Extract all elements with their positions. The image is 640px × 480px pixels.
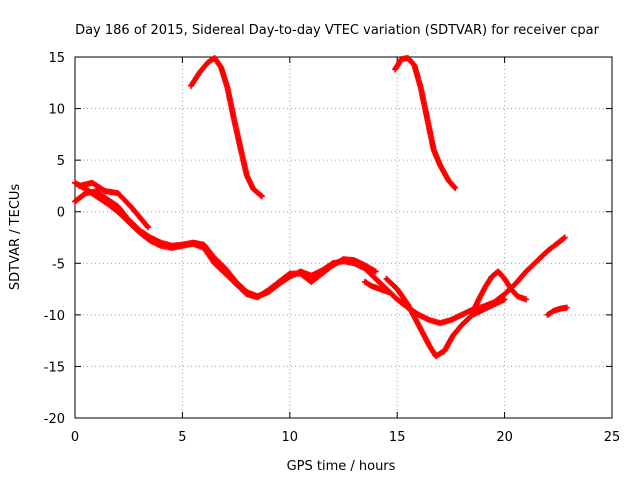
series-arc-F bbox=[383, 275, 508, 360]
y-axis-title: SDTVAR / TECUs bbox=[8, 184, 23, 291]
y-tick-label: 0 bbox=[57, 206, 65, 221]
data-point bbox=[561, 234, 568, 241]
data-point bbox=[451, 183, 458, 190]
series-arc-H bbox=[361, 278, 392, 296]
series-arc-E bbox=[76, 179, 152, 231]
data-point bbox=[257, 192, 264, 199]
data-point bbox=[501, 296, 508, 303]
data-point bbox=[563, 304, 570, 311]
data-point bbox=[523, 296, 530, 303]
y-tick-label: -10 bbox=[44, 309, 65, 324]
x-tick-label: 25 bbox=[604, 430, 621, 445]
x-axis-title: GPS time / hours bbox=[287, 459, 396, 474]
y-tick-label: 5 bbox=[57, 154, 65, 169]
x-tick-label: 20 bbox=[496, 430, 513, 445]
data-point bbox=[258, 193, 265, 200]
data-point bbox=[385, 289, 392, 296]
y-tick-label: 15 bbox=[48, 51, 65, 66]
series-arc-B bbox=[392, 55, 459, 191]
x-tick-label: 5 bbox=[178, 430, 186, 445]
data-points bbox=[72, 55, 570, 360]
y-tick-label: -15 bbox=[44, 360, 65, 375]
x-tick-label: 15 bbox=[389, 430, 406, 445]
x-tick-label: 0 bbox=[71, 430, 79, 445]
plot-frame bbox=[74, 56, 613, 419]
series-arc-I bbox=[544, 304, 570, 318]
y-tick-label: -20 bbox=[44, 412, 65, 427]
y-tick-label: 10 bbox=[48, 103, 65, 118]
data-point bbox=[372, 268, 379, 275]
y-tick-label: -5 bbox=[52, 257, 65, 272]
series-arc-G bbox=[469, 268, 530, 316]
axis-ticks: 0 5 10 15 20 25 -20 -15 -10 -5 0 5 10 15 bbox=[44, 51, 621, 445]
x-tick-label: 10 bbox=[282, 430, 299, 445]
chart-title: Day 186 of 2015, Sidereal Day-to-day VTE… bbox=[75, 23, 599, 38]
data-point bbox=[144, 223, 151, 230]
series-arc-D bbox=[72, 179, 379, 301]
data-point bbox=[560, 235, 567, 242]
data-point bbox=[145, 224, 152, 231]
data-point bbox=[452, 184, 459, 191]
series-arc-A bbox=[187, 55, 265, 200]
